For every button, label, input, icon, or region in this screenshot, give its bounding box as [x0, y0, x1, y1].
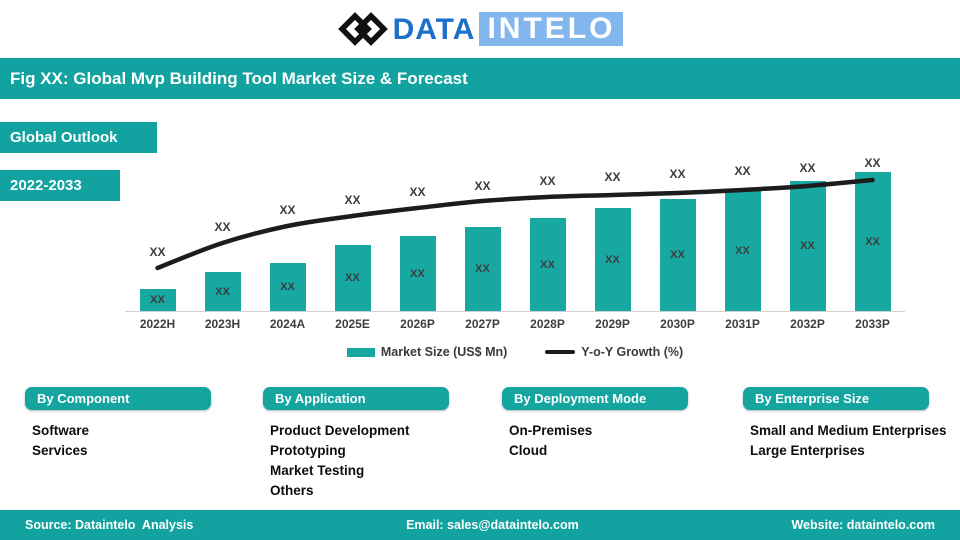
- bar-value-label: XX: [475, 263, 490, 275]
- x-axis-label-2026p: 2026P: [400, 317, 435, 331]
- segment-by-enterprise-size: By Enterprise Size Small and Medium Enter…: [743, 387, 947, 461]
- x-axis-label-2027p: 2027P: [465, 317, 500, 331]
- bar-legend-swatch: [346, 347, 375, 357]
- x-axis-label-2025e: 2025E: [335, 317, 370, 331]
- x-axis-label-2030p: 2030P: [660, 317, 695, 331]
- header-bar: DATA INTELO: [0, 0, 960, 58]
- bar-2030p: XX: [659, 199, 696, 311]
- segment-header-by-application: By Application: [263, 387, 449, 410]
- bar-slot: XX: [385, 150, 450, 311]
- line-legend-swatch: [545, 350, 576, 354]
- bar-value-label: XX: [670, 249, 685, 261]
- segment-item: Large Enterprises: [750, 443, 865, 458]
- x-axis-row: 2022H 2023H 2024A 2025E 2026P 2027P 2028P 2029P…: [125, 317, 905, 331]
- segment-item: Services: [32, 443, 88, 458]
- market-chart: XX XX XX XX XX XX XX XX XX XX XX XX XX XX XX XX XX XX XX X…: [125, 150, 905, 311]
- segment-item: Product Development: [270, 423, 410, 438]
- segment-list-by-enterprise-size: Small and Medium Enterprises Large Enterp…: [743, 421, 947, 461]
- segment-by-component: By Component Software Services: [25, 387, 225, 461]
- bar-2027p: XX: [464, 227, 501, 311]
- segment-by-deployment-mode: By Deployment Mode On-Premises Cloud: [502, 387, 702, 461]
- bar-2026p: XX: [399, 236, 436, 311]
- x-axis-label-2023h: 2023H: [204, 317, 241, 331]
- figure-title-banner: Fig XX: Global Mvp Building Tool Market …: [0, 58, 960, 99]
- segment-header-by-enterprise-size: By Enterprise Size: [743, 387, 929, 410]
- logo-text-intelo: INTELO: [479, 12, 624, 46]
- bar-slot: XX: [190, 150, 255, 311]
- bar-slot: XX: [320, 150, 385, 311]
- segment-list-by-component: Software Services: [25, 421, 225, 461]
- x-axis-label-2028p: 2028P: [530, 317, 565, 331]
- bar-2024a: XX: [269, 263, 306, 311]
- segment-item: Prototyping: [270, 443, 346, 458]
- bar-value-label: XX: [280, 281, 295, 293]
- segment-item: On-Premises: [509, 423, 593, 438]
- bar-legend-label: Market Size (US$ Mn): [380, 345, 508, 359]
- bar-value-label: XX: [345, 272, 360, 284]
- footer-bar: Source: Dataintelo Analysis Email: sales…: [0, 510, 960, 540]
- legend-item-market-size: Market Size (US$ Mn): [346, 345, 508, 359]
- bar-value-label: XX: [800, 240, 815, 252]
- bar-slot: XX: [645, 150, 710, 311]
- bar-2032p: XX: [789, 181, 826, 311]
- bar-2028p: XX: [529, 218, 566, 311]
- bar-2025e: XX: [334, 245, 371, 311]
- segment-item: Small and Medium Enterprises: [750, 423, 947, 438]
- period-badge: 2022-2033: [0, 170, 120, 201]
- bar-slot: XX: [450, 150, 515, 311]
- bar-value-label: XX: [150, 294, 165, 306]
- x-axis-label-2029p: 2029P: [595, 317, 630, 331]
- x-axis-baseline: [125, 311, 905, 312]
- segment-list-by-deployment-mode: On-Premises Cloud: [502, 421, 702, 461]
- segment-header-by-component: By Component: [25, 387, 211, 410]
- bar-2029p: XX: [594, 208, 631, 311]
- dataintelo-logo: DATA INTELO: [337, 9, 624, 49]
- chart-legend: Market Size (US$ Mn) Y-o-Y Growth (%): [125, 343, 905, 361]
- footer-website: Website: dataintelo.com: [791, 518, 935, 532]
- segment-item: Market Testing: [270, 463, 365, 478]
- x-axis-label-2032p: 2032P: [790, 317, 825, 331]
- bar-value-label: XX: [865, 235, 880, 248]
- segment-item: Others: [270, 483, 314, 498]
- segment-by-application: By Application Product Development Prototy…: [263, 387, 463, 501]
- bar-value-label: XX: [605, 253, 620, 266]
- legend-item-growth: Y-o-Y Growth (%): [545, 345, 683, 359]
- segment-list-by-application: Product Development Prototyping Market Tes…: [263, 421, 463, 501]
- line-legend-label: Y-o-Y Growth (%): [581, 345, 684, 359]
- bar-slot: XX: [710, 150, 775, 311]
- global-outlook-badge: Global Outlook: [0, 122, 157, 153]
- bar-value-label: XX: [215, 285, 230, 298]
- bar-slot: XX: [125, 150, 190, 311]
- bars-row: XX XX XX XX XX XX XX XX XX XX XX XX: [125, 150, 905, 311]
- bar-2031p: XX: [724, 190, 761, 311]
- footer-source: Source: Dataintelo Analysis: [25, 518, 194, 532]
- x-axis-label-2022h: 2022H: [139, 317, 176, 331]
- logo-text-data: DATA: [392, 12, 476, 46]
- bar-slot: XX: [255, 150, 320, 311]
- segment-item: Cloud: [509, 443, 548, 458]
- segment-item: Software: [32, 423, 90, 438]
- x-axis-label-2031p: 2031P: [725, 317, 760, 331]
- bar-slot: XX: [775, 150, 840, 311]
- bar-value-label: XX: [735, 244, 750, 257]
- x-axis-label-2033p: 2033P: [855, 317, 890, 331]
- x-axis-label-2024a: 2024A: [269, 317, 306, 331]
- bar-2033p: XX: [854, 172, 891, 311]
- bar-value-label: XX: [540, 258, 555, 271]
- bar-slot: XX: [580, 150, 645, 311]
- bar-slot: XX: [840, 150, 905, 311]
- bar-value-label: XX: [410, 267, 425, 280]
- footer-email: Email: sales@dataintelo.com: [406, 518, 579, 532]
- bar-2022h: XX: [139, 289, 176, 311]
- interlocked-diamonds-icon: [337, 9, 389, 49]
- bar-2023h: XX: [204, 272, 241, 311]
- bar-slot: XX: [515, 150, 580, 311]
- segment-header-by-deployment-mode: By Deployment Mode: [502, 387, 688, 410]
